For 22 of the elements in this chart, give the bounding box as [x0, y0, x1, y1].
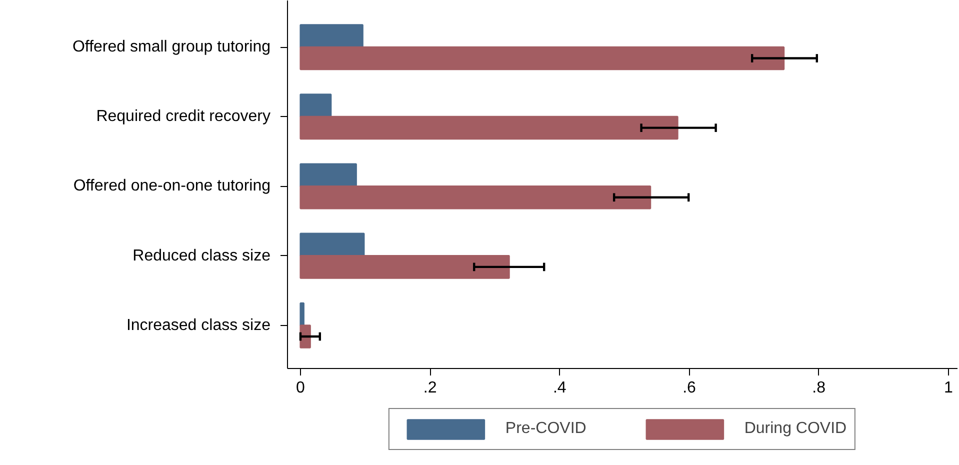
bar [300, 255, 510, 279]
legend-label: Pre-COVID [505, 420, 586, 438]
y-tick-label: Offered one-on-one tutoring [73, 178, 270, 195]
x-tick-label: 0 [296, 380, 306, 396]
legend-label: During COVID [744, 420, 847, 438]
y-tick-label: Required credit recovery [96, 108, 270, 126]
y-tick-label: Offered small group tutoring [72, 38, 270, 56]
x-tick-label: 1 [944, 380, 953, 396]
bar [300, 302, 304, 326]
bar [300, 24, 364, 48]
x-tick-label: .4 [552, 380, 566, 396]
bar [300, 46, 785, 70]
y-tick-label: Increased class size [126, 316, 271, 334]
bar [300, 163, 357, 187]
bar [300, 185, 652, 210]
x-tick-label: .2 [423, 380, 437, 396]
y-tick-label: Reduced class size [132, 247, 271, 264]
bar [300, 232, 365, 257]
x-tick-label: .6 [682, 380, 696, 396]
bar [300, 94, 332, 118]
x-tick-label: .8 [812, 380, 826, 396]
bar [300, 116, 678, 140]
